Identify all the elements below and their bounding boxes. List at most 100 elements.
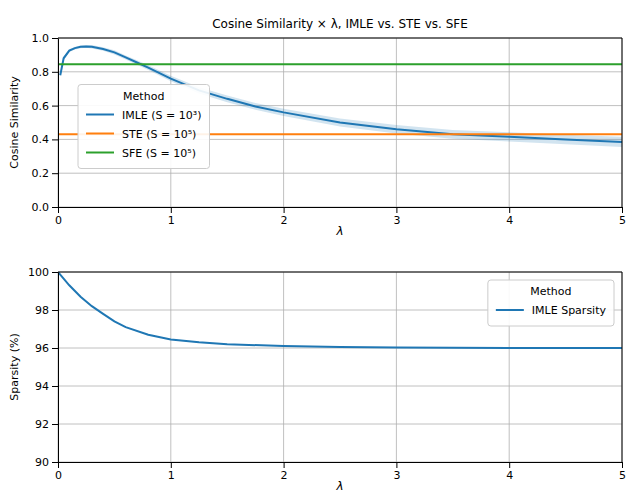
x-tick: 3 [393,462,400,482]
y-tick: 0.0 [32,201,59,214]
grid-line [58,38,59,207]
frame [622,38,623,207]
tick-mark [58,207,59,213]
tick-label: 2 [281,214,288,227]
tick-label: 1 [168,214,175,227]
series-line [60,46,622,141]
tick-label: 3 [393,214,400,227]
tick-label: 4 [506,469,513,482]
legend-box [488,280,614,326]
tick-label: 92 [35,418,49,431]
y-tick: 0.2 [32,167,59,180]
tick-mark [52,38,58,39]
x-tick: 5 [619,462,626,482]
x-tick: 3 [393,207,400,227]
grid-line [170,272,171,462]
tick-label: 0 [55,469,62,482]
y-axis-title: Cosine Similarity [8,76,21,169]
y-tick: 0.8 [32,66,59,79]
tick-mark [52,386,58,387]
tick-label: 2 [281,469,288,482]
frame [58,272,622,273]
tick-label: 1.0 [32,32,50,45]
legend-title: Method [530,285,571,298]
grid-line [58,272,622,273]
series-line [58,272,622,348]
tick-mark [622,462,623,468]
grid [58,38,622,207]
tick-label: 4 [506,214,513,227]
chart: 0123459092949698100λSparsity (%)MethodIM… [8,266,626,493]
axis-line [58,39,59,208]
tick-label: 3 [393,469,400,482]
axis-line [59,207,623,208]
tick-mark [171,462,172,468]
tick-mark [52,173,58,174]
tick-mark [52,310,58,311]
legend: Method IMLE Sparsity [488,280,614,326]
tick-mark [509,207,510,213]
tick-mark [52,424,58,425]
legend-swatch [86,152,114,154]
y-tick: 94 [35,380,58,393]
plot-area [58,45,622,147]
tick-label: 98 [35,304,49,317]
tick-mark [396,462,397,468]
y-tick: 100 [28,266,58,279]
tick-label: 94 [35,380,49,393]
legend-swatch [496,309,524,311]
legend-swatch [86,133,114,135]
grid-line [58,462,622,463]
tick-mark [509,462,510,468]
tick-mark [284,207,285,213]
legend: MethodIMLE (S = 10³)STE (S = 10⁵)SFE (S … [78,85,210,169]
grid-line [58,272,59,462]
grid-line [58,71,622,72]
tick-mark [284,462,285,468]
grid-line [283,272,284,462]
tick-label: 100 [28,266,49,279]
x-tick: 1 [168,462,175,482]
tick-mark [396,207,397,213]
tick-mark [52,139,58,140]
axis-line [58,273,59,463]
plot-area [58,272,622,348]
x-tick: 2 [281,207,288,227]
tick-mark [52,462,58,463]
grid-line [58,424,622,425]
tick-mark [52,72,58,73]
x-tick: 1 [168,207,175,227]
x-tick: 0 [55,462,62,482]
x-tick: 4 [506,462,513,482]
tick-mark [171,207,172,213]
y-tick: 0.6 [32,100,59,113]
y-tick: 90 [35,456,58,469]
x-axis-title: λ [335,479,343,493]
y-tick: 92 [35,418,58,431]
title: Cosine Similarity × λ, IMLE vs. STE vs. … [212,17,468,31]
axis-line [59,462,623,463]
tick-label: 5 [619,214,626,227]
grid-line [396,272,397,462]
frame [622,272,623,462]
grid-line [622,272,623,462]
legend-title: Method [123,90,164,103]
y-tick: 1.0 [32,32,59,45]
legend-swatch [86,114,114,116]
tick-mark [52,207,58,208]
tick-label: 0.0 [32,201,50,214]
y-tick: 98 [35,304,58,317]
tick-label: 1 [168,469,175,482]
grid-line [58,207,622,208]
y-tick: 0.4 [32,133,59,146]
legend-label: STE (S = 10⁵) [122,128,196,141]
legend-label: IMLE Sparsity [532,304,607,317]
grid [58,272,622,462]
legend-label: IMLE (S = 10³) [122,109,202,122]
tick-label: 0.6 [32,100,50,113]
grid-line [58,386,622,387]
grid-line [622,38,623,207]
x-axis-title: λ [335,224,343,238]
error-band [60,45,622,147]
tick-label: 0.2 [32,167,50,180]
